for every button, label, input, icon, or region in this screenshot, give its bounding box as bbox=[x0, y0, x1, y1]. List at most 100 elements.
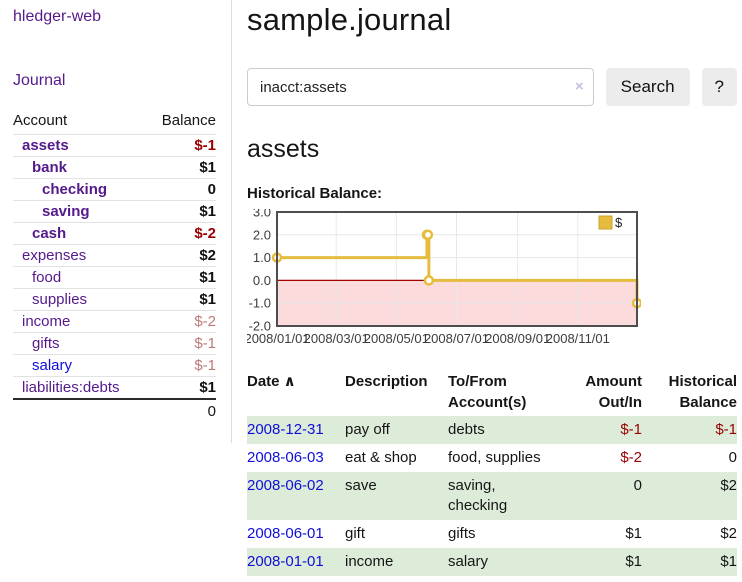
register-header: Date ∧ Description To/From Account(s) Amoun… bbox=[247, 368, 737, 416]
column-header: To/From Account(s) bbox=[448, 373, 527, 411]
help-button[interactable]: ? bbox=[701, 68, 737, 106]
transaction-description: gift bbox=[345, 525, 366, 542]
transaction-date-link[interactable]: 2008-01-01 bbox=[247, 553, 324, 570]
brand-link[interactable]: hledger-web bbox=[13, 8, 102, 25]
chart-canvas: 3.0 2.0 1.0 0.0 -1.0 -2.02008/01/012008/03/01… bbox=[244, 205, 643, 346]
account-row: food $1 bbox=[13, 266, 216, 289]
total-spacer bbox=[13, 398, 148, 423]
transaction-date-link[interactable]: 2008-06-03 bbox=[247, 449, 324, 466]
legend-label: $ bbox=[615, 215, 623, 230]
register-table: Date ∧ Description To/From Account(s) Amoun… bbox=[247, 368, 737, 576]
search-button[interactable]: Search bbox=[605, 68, 690, 106]
register-row: 2008-06-03 eat & shop food, supplies $-2 0 bbox=[247, 444, 737, 472]
transaction-amount: $-2 bbox=[620, 449, 642, 466]
transaction-balance: 0 bbox=[728, 449, 737, 466]
accounts-total-row: 0 bbox=[13, 398, 216, 423]
sidebar-account-link[interactable]: saving bbox=[42, 203, 90, 220]
transaction-accounts: debts bbox=[448, 421, 485, 438]
y-axis-tick-label: -2.0 bbox=[249, 319, 271, 334]
sidebar-account-link[interactable]: bank bbox=[32, 159, 68, 176]
account-row: gifts $-1 bbox=[13, 332, 216, 355]
transaction-accounts: gifts bbox=[448, 525, 476, 542]
column-header: Description bbox=[345, 373, 428, 390]
column-header[interactable]: Date ∧ bbox=[247, 373, 296, 390]
data-point-marker bbox=[423, 275, 435, 286]
transaction-balance: $1 bbox=[720, 553, 737, 570]
sidebar-account-link[interactable]: expenses bbox=[22, 247, 87, 264]
account-row: salary $-1 bbox=[13, 354, 216, 377]
transaction-amount: $1 bbox=[625, 525, 642, 542]
x-axis-tick-label: 2008/01/01 bbox=[247, 331, 310, 346]
search-wrap: × bbox=[247, 68, 594, 106]
sidebar-account-link[interactable]: gifts bbox=[32, 335, 60, 352]
register-row: 2008-01-01 income salary $1 $1 bbox=[247, 548, 737, 576]
account-balance: $2 bbox=[199, 247, 216, 264]
account-balance: $1 bbox=[199, 379, 216, 396]
transaction-amount: $1 bbox=[625, 553, 642, 570]
transaction-date-link[interactable]: 2008-06-01 bbox=[247, 525, 324, 542]
x-axis-tick-label: 2008/03/01 bbox=[304, 331, 369, 346]
register-row: 2008-06-02 save saving, checking 0 $2 bbox=[247, 472, 737, 520]
legend-swatch bbox=[598, 215, 613, 230]
y-axis-tick-label: 2.0 bbox=[253, 227, 271, 242]
transaction-amount: $-1 bbox=[620, 421, 642, 438]
chart-title: Historical Balance: bbox=[247, 185, 383, 202]
balance-chart: 3.0 2.0 1.0 0.0 -1.0 -2.0 2008/01/01 2008/03/01… bbox=[244, 205, 643, 353]
accounts-table: Account Balance assets $-1 bank $1 checking 0… bbox=[13, 108, 216, 423]
total-balance: 0 bbox=[147, 398, 216, 423]
sidebar-account-link[interactable]: supplies bbox=[32, 291, 88, 308]
plot-border bbox=[276, 211, 638, 327]
clear-search-icon[interactable]: × bbox=[574, 78, 584, 95]
account-row: income $-2 bbox=[13, 310, 216, 333]
y-axis-tick-label: 3.0 bbox=[253, 209, 271, 220]
sidebar: hledger-web Journal Account Balance asse… bbox=[0, 0, 232, 443]
sidebar-account-link[interactable]: cash bbox=[32, 225, 67, 242]
y-axis-tick-label: 0.0 bbox=[253, 273, 271, 288]
transaction-description: pay off bbox=[345, 421, 390, 438]
account-row: expenses $2 bbox=[13, 244, 216, 267]
accounts-body: assets $-1 bank $1 checking 0 saving $1 cash $-2 e… bbox=[13, 134, 216, 400]
transaction-amount: 0 bbox=[633, 477, 642, 494]
account-row: assets $-1 bbox=[13, 134, 216, 157]
sidebar-account-link[interactable]: liabilities:debts bbox=[22, 379, 120, 396]
x-axis-tick-label: 2008/07/01 bbox=[424, 331, 489, 346]
transaction-description: save bbox=[345, 477, 377, 494]
balance-column-header: Balance bbox=[161, 112, 216, 129]
search-form: × Search ? bbox=[247, 68, 737, 106]
account-row: bank $1 bbox=[13, 156, 216, 179]
account-balance: $-1 bbox=[194, 357, 216, 374]
transaction-balance: $2 bbox=[720, 525, 737, 542]
data-point-marker bbox=[422, 229, 434, 241]
sidebar-item-journal[interactable]: Journal bbox=[13, 72, 66, 89]
account-balance: $-2 bbox=[194, 225, 216, 242]
transaction-balance: $2 bbox=[720, 477, 737, 494]
account-heading: assets bbox=[247, 135, 320, 163]
sidebar-account-link[interactable]: income bbox=[22, 313, 71, 330]
transaction-date-link[interactable]: 2008-12-31 bbox=[247, 421, 324, 438]
account-row: saving $1 bbox=[13, 200, 216, 223]
transaction-accounts: saving, checking bbox=[448, 477, 508, 514]
transaction-description: income bbox=[345, 553, 394, 570]
register-body: 2008-12-31 pay off debts $-1 $-1 2008-06-03 ea… bbox=[247, 416, 737, 576]
account-row: liabilities:debts $1 bbox=[13, 376, 216, 400]
column-header: Historical Balance bbox=[668, 373, 737, 411]
x-axis-tick-label: 2008/09/01 bbox=[485, 331, 550, 346]
search-input[interactable] bbox=[247, 68, 594, 106]
sidebar-account-link[interactable]: food bbox=[32, 269, 62, 286]
register-row: 2008-06-01 gift gifts $1 $2 bbox=[247, 520, 737, 548]
sidebar-account-link[interactable]: checking bbox=[42, 181, 108, 198]
account-row: supplies $1 bbox=[13, 288, 216, 311]
account-balance: $-1 bbox=[194, 335, 216, 352]
x-axis-tick-label: 2008/11/01 bbox=[546, 331, 610, 346]
main-content: sample.journal × Search ? assets Histori… bbox=[244, 0, 737, 576]
transaction-accounts: salary bbox=[448, 553, 489, 570]
account-balance: $1 bbox=[199, 203, 216, 220]
sidebar-account-link[interactable]: assets bbox=[22, 137, 69, 154]
transaction-date-link[interactable]: 2008-06-02 bbox=[247, 477, 324, 494]
x-axis-tick-label: 2008/05/01 bbox=[364, 331, 429, 346]
register-header-row: Date ∧ Description To/From Account(s) Amoun… bbox=[247, 368, 737, 416]
sidebar-account-link[interactable]: salary bbox=[32, 357, 73, 374]
account-balance: $-1 bbox=[194, 137, 216, 154]
account-column-header: Account bbox=[13, 112, 68, 129]
account-row: checking 0 bbox=[13, 178, 216, 201]
